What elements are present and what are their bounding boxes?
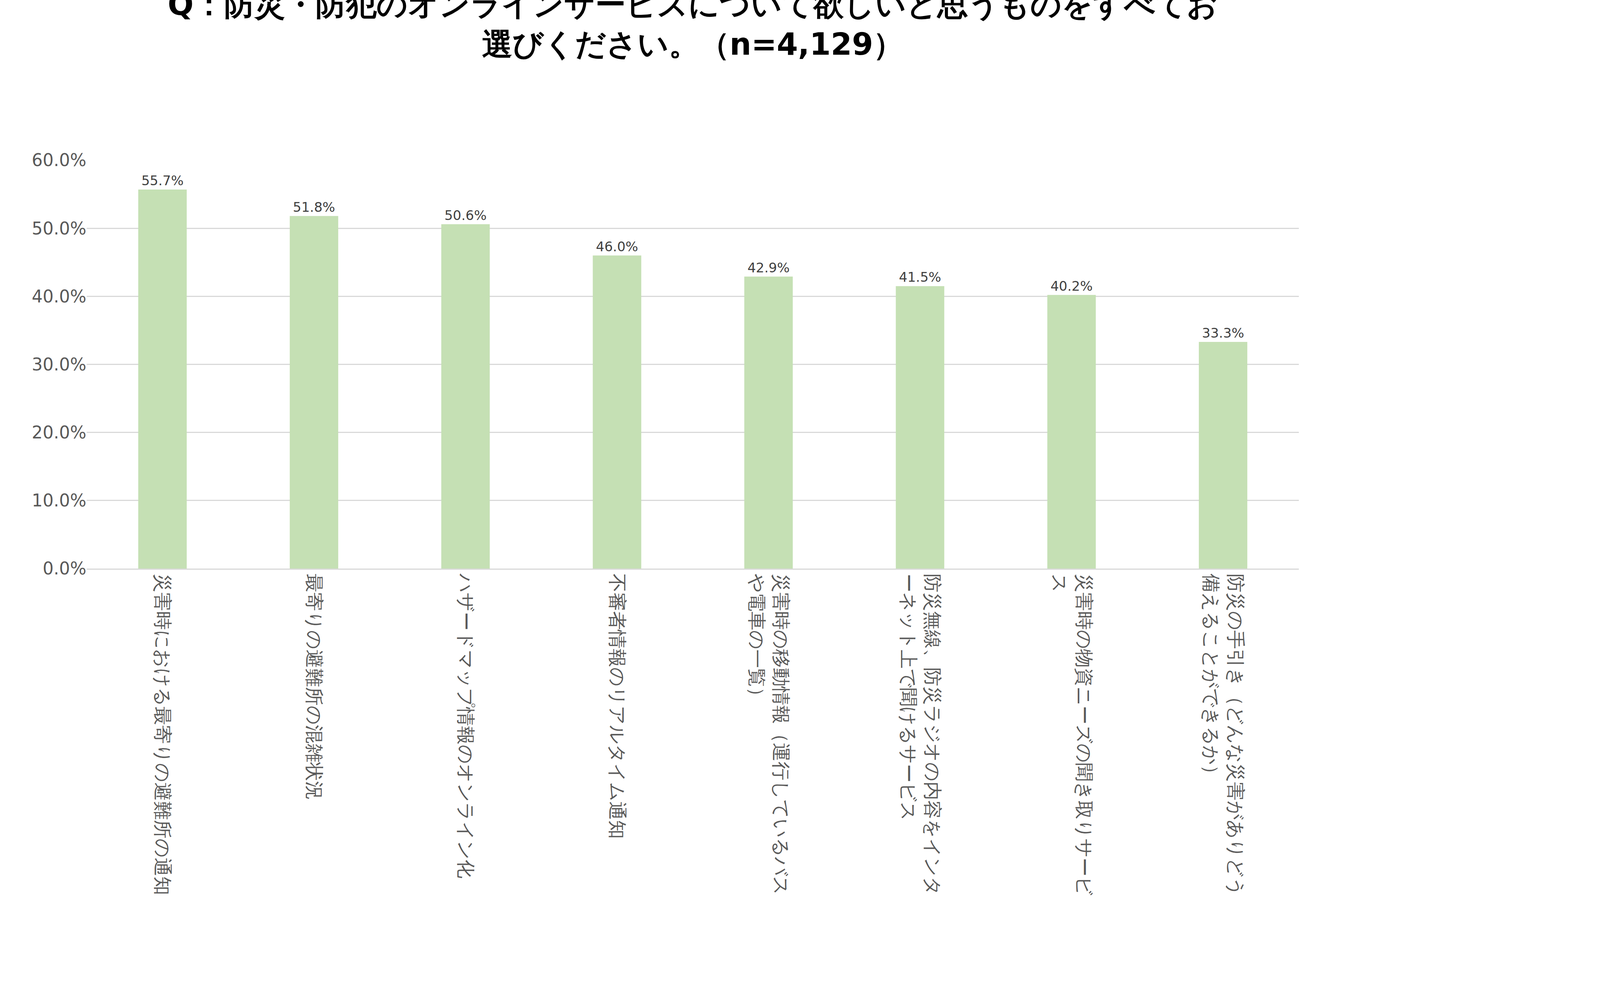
svg-text:60.0%: 60.0% [31,150,87,170]
svg-text:41.5%: 41.5% [898,269,942,285]
svg-text:ハザードマップ情報のオンライン化: ハザードマップ情報のオンライン化 [455,573,477,879]
svg-text:40.2%: 40.2% [1050,278,1093,294]
svg-text:46.0%: 46.0% [596,238,639,255]
svg-text:51.8%: 51.8% [292,199,336,215]
svg-text:10.0%: 10.0% [31,490,87,511]
svg-text:20.0%: 20.0% [31,422,87,443]
svg-text:40.0%: 40.0% [31,286,87,307]
svg-text:不審者情報のリアルタイム通知: 不審者情報のリアルタイム通知 [606,573,629,839]
svg-text:最寄りの避難所の混雑状況: 最寄りの避難所の混雑状況 [303,573,326,800]
svg-text:0.0%: 0.0% [42,558,87,579]
svg-text:災害時の移動情報（運行しているバスや電車の一覧）: 災害時の移動情報（運行しているバスや電車の一覧） [746,573,793,895]
svg-text:防災無線、防災ラジオの内容をインターネット上で聞けるサービス: 防災無線、防災ラジオの内容をインターネット上で聞けるサービス [897,573,944,896]
svg-text:55.7%: 55.7% [141,172,184,189]
svg-text:30.0%: 30.0% [31,354,87,375]
svg-text:50.6%: 50.6% [444,207,487,224]
svg-text:Q：防災・防犯のオンラインサービスについて欲しいと思うものを: Q：防災・防犯のオンラインサービスについて欲しいと思うものをすべてお選びください… [167,0,1218,62]
svg-text:33.3%: 33.3% [1201,325,1245,341]
svg-text:災害時の物資ニーズの聞き取りサービス: 災害時の物資ニーズの聞き取りサービス [1048,573,1095,896]
svg-text:防災の手引き（どんな災害がありどう備えることができるか）: 防災の手引き（どんな災害がありどう備えることができるか） [1200,573,1247,897]
svg-text:災害時における最寄りの避難所の通知: 災害時における最寄りの避難所の通知 [151,573,174,895]
svg-text:50.0%: 50.0% [31,218,87,239]
svg-text:42.9%: 42.9% [747,259,790,276]
